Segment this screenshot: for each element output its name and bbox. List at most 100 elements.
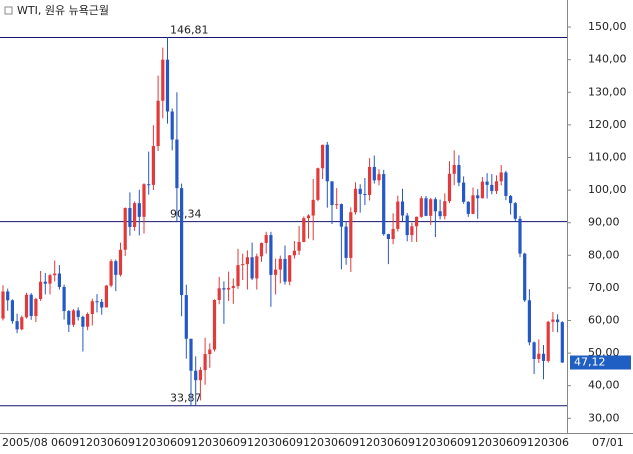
- x-tick-label: 09: [289, 436, 303, 449]
- candle-body: [471, 195, 475, 214]
- x-tick-label: 09: [345, 436, 359, 449]
- candle-body: [541, 353, 546, 361]
- candle-body: [147, 184, 151, 186]
- candle-body: [212, 299, 217, 350]
- candle-body: [527, 300, 531, 343]
- candle-body: [250, 257, 254, 279]
- candle-body: [537, 353, 541, 359]
- x-tick-label: 06: [219, 436, 233, 449]
- candle-body: [137, 203, 141, 217]
- x-tick-label: 03: [541, 436, 555, 449]
- candle-body: [255, 256, 259, 279]
- x-tick-label: 09: [177, 436, 191, 449]
- candle-body: [24, 294, 29, 318]
- candle-body: [368, 166, 372, 195]
- candle-body: [429, 199, 433, 216]
- y-tick-label: 30,00: [588, 411, 620, 424]
- candle-body: [156, 100, 160, 147]
- x-tick-label: 12: [79, 436, 93, 449]
- candle-body: [551, 319, 555, 322]
- x-tick-label: 09: [513, 436, 527, 449]
- level-label: 90,34: [170, 208, 202, 221]
- x-tick-label: 06: [499, 436, 513, 449]
- y-tick-label: 90,00: [588, 216, 620, 229]
- level-label: 146,81: [170, 23, 209, 36]
- x-tick-label: 12: [359, 436, 373, 449]
- y-tick-label: 120,00: [588, 118, 627, 131]
- candle-body: [189, 338, 193, 371]
- candle-body: [438, 211, 442, 217]
- candle-body: [518, 218, 522, 254]
- y-tick-label: 140,00: [588, 53, 627, 66]
- candle-body: [400, 201, 405, 216]
- candle-body: [372, 166, 376, 181]
- candle-body: [433, 199, 437, 212]
- icon: [4, 6, 13, 15]
- candle-body: [396, 201, 400, 229]
- candle-body: [161, 59, 165, 101]
- candle-body: [48, 275, 52, 284]
- y-tick-label: 70,00: [588, 281, 620, 294]
- candle-body: [311, 199, 315, 216]
- x-tick-label: 2005/08: [2, 436, 48, 449]
- x-tick-label: 07/01: [592, 436, 624, 449]
- y-tick-label: 110,00: [588, 150, 627, 163]
- candle-body: [114, 261, 118, 275]
- candle-body: [363, 194, 367, 196]
- candle-body: [297, 241, 301, 251]
- candle-body: [560, 322, 564, 363]
- candle-body: [523, 253, 527, 301]
- x-tick-label: 12: [135, 436, 149, 449]
- candle-body: [344, 226, 348, 258]
- candle-body: [457, 164, 461, 183]
- candle-body: [241, 264, 245, 266]
- candle-body: [259, 242, 264, 257]
- x-tick-label: 09: [233, 436, 247, 449]
- candle-body: [81, 316, 85, 327]
- candle-body: [90, 301, 94, 314]
- candle-body: [180, 188, 184, 296]
- candle-body: [128, 208, 132, 227]
- candle-body: [358, 188, 362, 195]
- candle-body: [480, 181, 484, 199]
- x-tick-label: 06: [275, 436, 289, 449]
- candle-body: [377, 174, 381, 181]
- candle-body: [123, 208, 127, 250]
- candle-body: [490, 184, 494, 192]
- x-tick-label: 09: [457, 436, 471, 449]
- x-tick-label: 03: [485, 436, 499, 449]
- x-tick-label: 06: [107, 436, 121, 449]
- candle-body: [306, 215, 311, 219]
- candle-body: [15, 321, 19, 330]
- x-tick-label: 12: [191, 436, 205, 449]
- candle-body: [133, 203, 137, 227]
- x-tick-label: 03: [317, 436, 331, 449]
- candle-body: [325, 144, 329, 182]
- candle-body: [208, 349, 212, 355]
- candle-body: [76, 310, 80, 317]
- x-tick-label: 06: [443, 436, 457, 449]
- x-tick-label: 06: [555, 436, 569, 449]
- candle-body: [386, 234, 390, 239]
- candle-body: [170, 111, 174, 140]
- candle-body: [245, 257, 249, 265]
- candle-body: [100, 301, 104, 308]
- candle-body: [165, 59, 170, 112]
- candle-body: [278, 258, 282, 270]
- candle-body: [452, 164, 456, 174]
- candle-body: [499, 172, 503, 182]
- candle-body: [405, 215, 409, 236]
- candle-body: [485, 181, 489, 185]
- candle-body: [217, 288, 221, 300]
- y-tick-label: 130,00: [588, 85, 627, 98]
- last-price-box: [570, 355, 631, 370]
- y-tick-label: 60,00: [588, 314, 620, 327]
- candle-body: [292, 250, 296, 256]
- candle-body: [184, 295, 188, 339]
- x-tick-label: 09: [401, 436, 415, 449]
- x-tick-label: 12: [527, 436, 541, 449]
- x-tick-label: 12: [247, 436, 261, 449]
- candle-body: [410, 226, 414, 236]
- y-tick-label: 150,00: [588, 20, 627, 33]
